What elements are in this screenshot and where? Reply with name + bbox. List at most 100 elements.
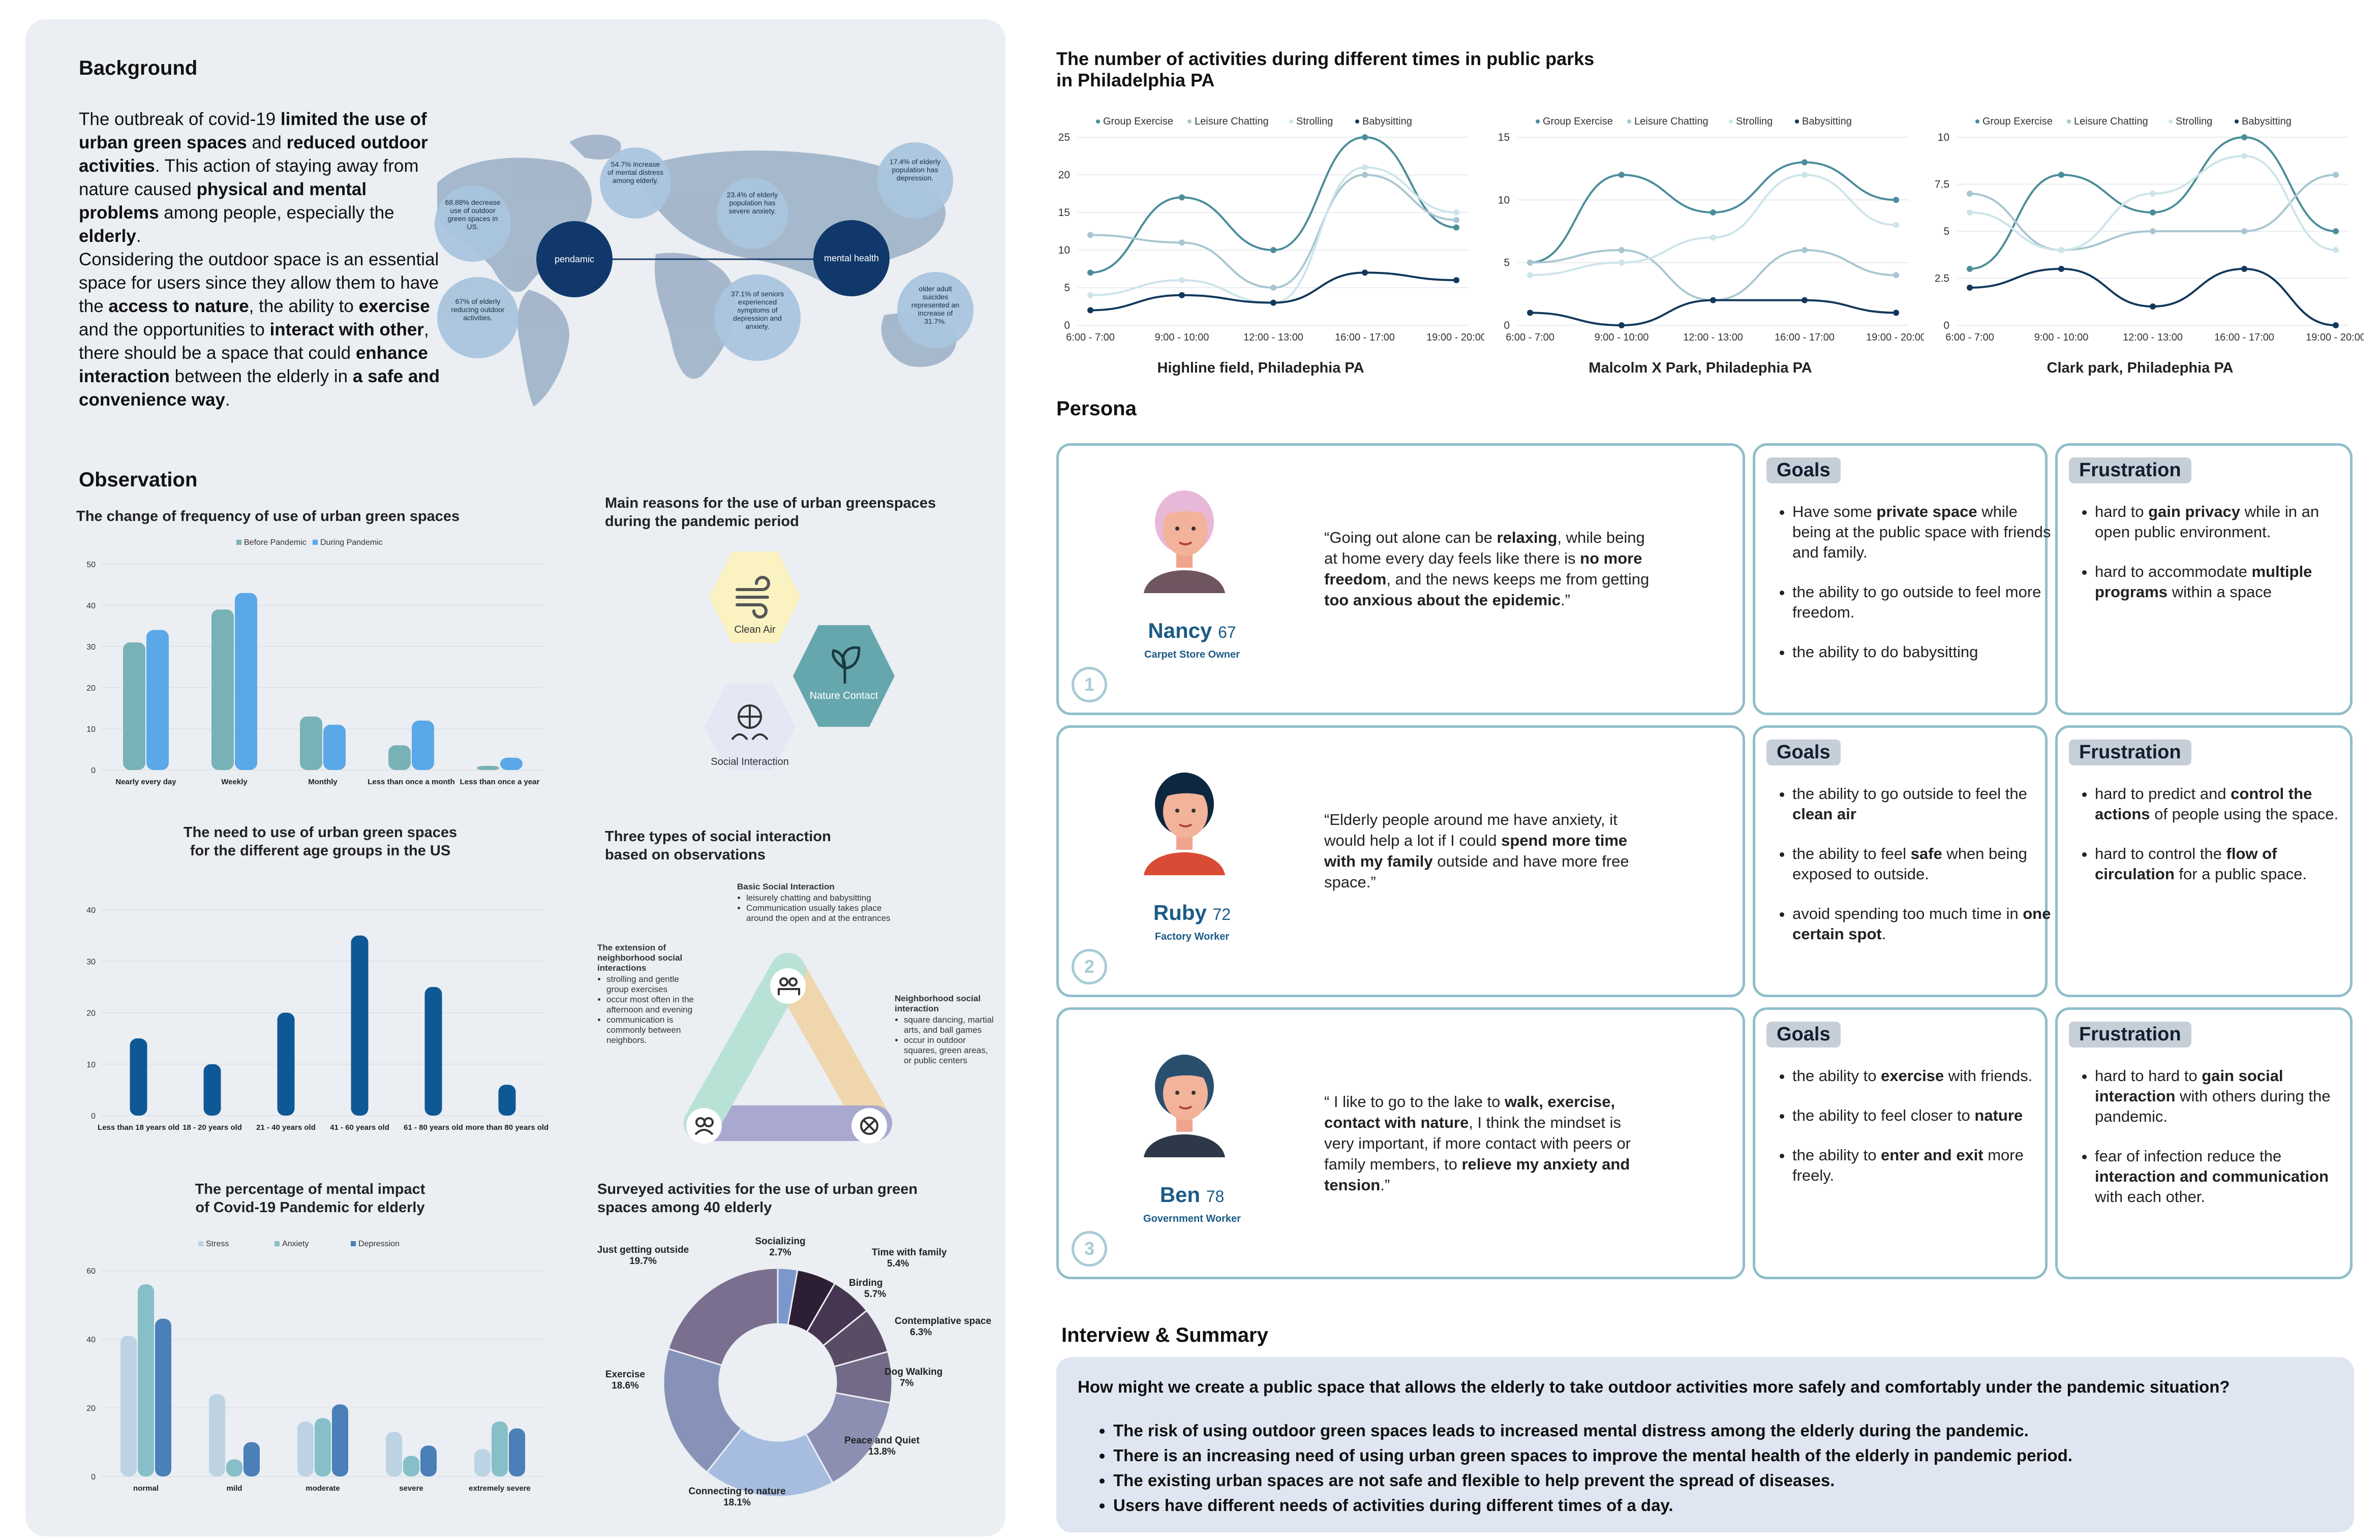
y-tick-label: 30	[86, 643, 96, 652]
bar	[388, 745, 411, 770]
data-point	[1527, 259, 1533, 266]
avatar-eye	[1192, 1091, 1196, 1095]
bar	[424, 987, 442, 1116]
bar	[492, 1422, 508, 1476]
data-point	[2058, 172, 2064, 178]
summary-point: Users have different needs of activities…	[1113, 1493, 2359, 1518]
freq-chart-title: The change of frequency of use of urban …	[76, 508, 460, 525]
legend-swatch	[313, 540, 318, 545]
x-tick-label: mild	[227, 1484, 242, 1493]
x-tick-label: 9:00 - 10:00	[1155, 332, 1209, 343]
y-tick-label: 30	[86, 958, 96, 966]
y-tick-label: 0	[1943, 320, 1949, 331]
extension-point: communication is commonly between neighb…	[606, 1015, 699, 1045]
frustration-item: hard to hard to gain social interaction …	[2095, 1066, 2354, 1127]
pandemic-node	[536, 221, 613, 297]
reason-label: Clean Air	[734, 624, 775, 635]
neighborhood-interaction-title: Neighborhood social interaction	[895, 994, 981, 1013]
data-point	[1967, 266, 1973, 272]
data-point	[1619, 247, 1625, 253]
data-point	[1967, 191, 1973, 197]
freq-chart: Before Pandemic During Pandemic 0 10 20 30 40 5…	[86, 538, 544, 786]
frustration-list: hard to hard to gain social interaction …	[2077, 1066, 2354, 1226]
goal-item: the ability to exercise with friends.	[1792, 1066, 2052, 1086]
bar	[498, 1085, 516, 1116]
age-chart-title: The need to use of urban green spaces fo…	[183, 824, 457, 859]
map-fact-bubble	[437, 277, 518, 358]
goal-item: the ability to enter and exit more freel…	[1792, 1145, 2052, 1186]
data-point	[1802, 297, 1808, 303]
data-point	[2150, 209, 2156, 215]
legend-label: Leisure Chatting	[1195, 116, 1269, 127]
neighborhood-point: occur in outdoor squares, green areas, o…	[904, 1035, 996, 1066]
data-point	[1619, 259, 1625, 266]
series-line	[1530, 299, 1897, 327]
basic-interaction-icon	[770, 968, 806, 1004]
bar	[351, 935, 369, 1116]
basic-interaction-block: Basic Social Interaction leisurely chatt…	[737, 882, 900, 925]
slice-label: Just getting outside	[597, 1245, 689, 1255]
slice-label: Socializing	[755, 1236, 805, 1247]
data-point	[1087, 292, 1093, 298]
data-point	[2058, 247, 2064, 253]
legend-dot	[1096, 119, 1100, 124]
bar	[203, 1064, 221, 1116]
data-point	[1710, 234, 1716, 241]
persona-age: 67	[1218, 623, 1236, 641]
data-point	[1619, 172, 1625, 178]
x-tick-label: 12:00 - 13:00	[1243, 332, 1303, 343]
background-title: Background	[79, 57, 198, 79]
x-tick-label: Monthly	[308, 778, 338, 786]
bar	[235, 593, 257, 770]
y-tick-label: 20	[86, 1404, 96, 1413]
avatar-fringe	[1160, 1064, 1210, 1081]
data-point	[2241, 228, 2247, 234]
legend-label: Anxiety	[282, 1240, 309, 1248]
y-tick-label: 40	[86, 602, 96, 610]
legend-dot	[1536, 119, 1540, 124]
slice-value: 18.6%	[612, 1380, 639, 1391]
goals-card	[1753, 1007, 2048, 1279]
donut-slice	[662, 1347, 743, 1473]
goal-item: the ability to go outside to feel the cl…	[1792, 784, 2052, 824]
data-point	[1893, 222, 1899, 228]
y-tick-label: 0	[1504, 320, 1510, 331]
bar	[477, 765, 499, 770]
persona-name: Ben 78	[1141, 1183, 1243, 1207]
frustration-item: fear of infection reduce the interaction…	[2095, 1146, 2354, 1207]
data-point	[1270, 285, 1276, 291]
summary-points: The risk of using outdoor green spaces l…	[1093, 1418, 2359, 1518]
y-tick-label: 15	[1058, 207, 1070, 219]
goal-item: the ability to go outside to feel more f…	[1792, 582, 2052, 623]
bar	[323, 724, 346, 770]
data-point	[1967, 209, 1973, 215]
goals-list: the ability to go outside to feel the cl…	[1774, 784, 2052, 964]
summary-box	[1056, 1357, 2354, 1532]
y-tick-label: 15	[1498, 132, 1510, 143]
y-tick-label: 40	[86, 1336, 96, 1344]
data-point	[1179, 239, 1185, 246]
data-point	[1453, 209, 1459, 215]
summary-point: There is an increasing need of using urb…	[1113, 1443, 2359, 1468]
goal-item: avoid spending too much time in one cert…	[1792, 904, 2052, 944]
legend-label: Leisure Chatting	[1634, 116, 1708, 127]
x-tick-label: more than 80 years old	[466, 1123, 548, 1132]
slice-value: 18.1%	[723, 1497, 751, 1508]
bar	[412, 720, 434, 770]
x-tick-label: 9:00 - 10:00	[2034, 332, 2089, 343]
x-tick-label: severe	[399, 1484, 423, 1493]
goal-item: the ability to feel safe when being expo…	[1792, 844, 2052, 884]
goal-item: the ability to feel closer to nature	[1792, 1105, 2052, 1126]
line-chart-highline: Group Exercise Leisure Chatting Strolling B…	[1058, 116, 1484, 376]
legend-dot	[2235, 119, 2239, 124]
data-point	[2150, 228, 2156, 234]
frustration-card	[2055, 1007, 2353, 1279]
persona-quote: “Elderly people around me have anxiety, …	[1324, 811, 1629, 891]
data-point	[2333, 322, 2339, 328]
bar	[120, 1336, 137, 1476]
y-tick-label: 10	[1938, 132, 1949, 143]
reasons-hexagons: Clean Air Nature Contact Social Interact…	[704, 551, 895, 770]
goals-tag: Goals	[1766, 457, 1841, 483]
map-fact-text: 54.7% increase of mental distress among …	[607, 160, 663, 184]
